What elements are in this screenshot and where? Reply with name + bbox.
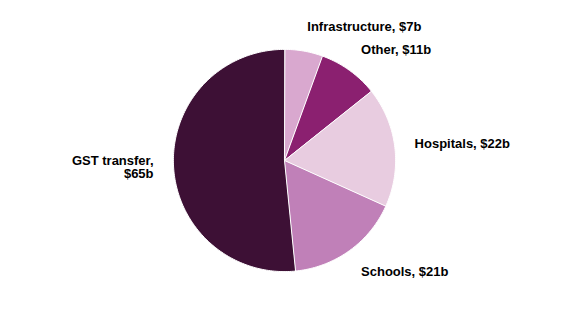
svg-text:Other, $11b: Other, $11b: [361, 42, 431, 57]
svg-text:Infrastructure, $7b: Infrastructure, $7b: [307, 19, 421, 34]
svg-text:GST transfer,$65b: GST transfer,$65b: [72, 153, 154, 181]
svg-text:Schools, $21b: Schools, $21b: [361, 264, 448, 279]
svg-text:Hospitals, $22b: Hospitals, $22b: [415, 136, 510, 151]
